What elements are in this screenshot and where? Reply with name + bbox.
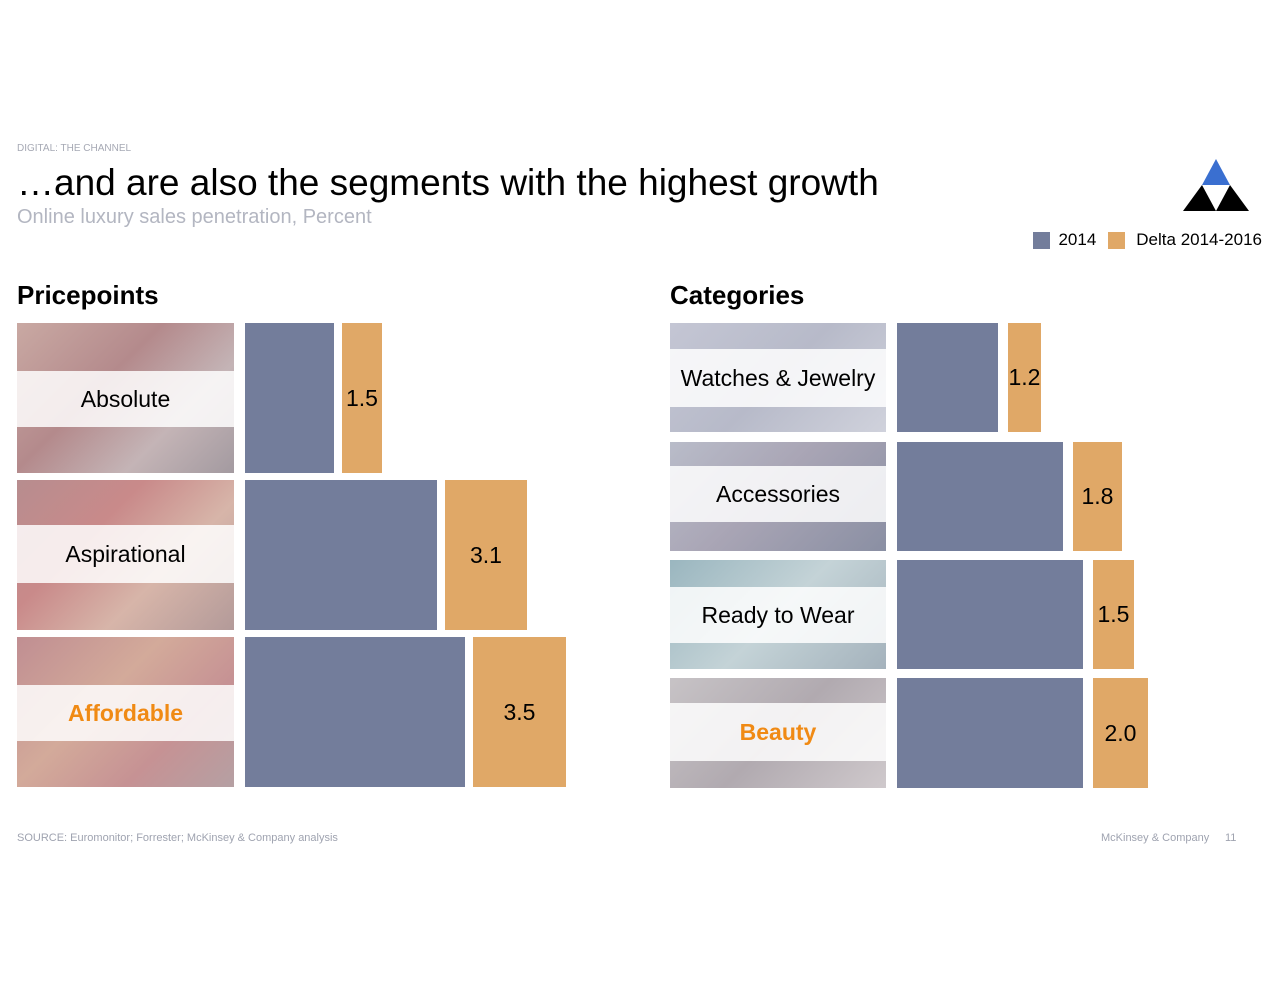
category-label-affordable: Affordable (17, 685, 234, 741)
bar-2014-absolute (245, 323, 334, 473)
chart-legend: 2014 Delta 2014-2016 (1033, 230, 1262, 250)
data-label-delta-aspirational: 3.1 (470, 541, 502, 568)
category-label-watches-jewelry: Watches & Jewelry (670, 349, 886, 407)
bar-delta-ready-to-wear (1093, 560, 1134, 669)
source-note: SOURCE: Euromonitor; Forrester; McKinsey… (17, 832, 338, 844)
legend-swatch-delta (1108, 231, 1126, 249)
bar-delta-aspirational (445, 480, 527, 630)
category-label-beauty: Beauty (670, 703, 886, 761)
data-label-delta-affordable: 3.5 (503, 698, 536, 725)
category-label-ready-to-wear: Ready to Wear (670, 587, 886, 643)
company-name: McKinsey & Company (1101, 832, 1210, 844)
pricepoints-panel-title: Pricepoints (17, 280, 159, 310)
page-title: …and are also the segments with the high… (17, 162, 879, 203)
category-image-accessories: Accessories (670, 442, 886, 551)
bar-delta-affordable (473, 637, 566, 787)
bar-2014-watches-jewelry (897, 323, 998, 432)
data-label-delta-accessories: 1.8 (1081, 483, 1114, 509)
page-subtitle: Online luxury sales penetration, Percent (17, 206, 372, 228)
categories-panel-title: Categories (670, 280, 805, 310)
category-image-aspirational: Aspirational (17, 480, 234, 630)
legend-label-2014: 2014 (1058, 230, 1097, 249)
legend-swatch-2014 (1033, 231, 1051, 249)
data-label-delta-watches-jewelry: 1.2 (1008, 364, 1041, 390)
category-image-beauty: Beauty (670, 678, 886, 788)
bar-delta-beauty (1093, 678, 1148, 788)
bar-2014-affordable (245, 637, 465, 787)
category-image-affordable: Affordable (17, 637, 234, 787)
section-tracker: DIGITAL: THE CHANNEL (17, 143, 132, 154)
legend-item-delta: Delta 2014-2016 (1108, 230, 1262, 250)
category-label-aspirational: Aspirational (17, 525, 234, 583)
legend-label-delta: Delta 2014-2016 (1136, 230, 1262, 249)
page-number: 11 (1225, 832, 1237, 844)
bar-2014-aspirational (245, 480, 437, 630)
bar-2014-ready-to-wear (897, 560, 1083, 669)
category-image-ready-to-wear: Ready to Wear (670, 560, 886, 669)
data-label-delta-beauty: 2.0 (1104, 719, 1137, 746)
category-label-accessories: Accessories (670, 466, 886, 522)
bar-delta-accessories (1073, 442, 1122, 551)
category-image-absolute: Absolute (17, 323, 234, 473)
bar-2014-accessories (897, 442, 1063, 551)
bar-2014-beauty (897, 678, 1083, 788)
bar-delta-absolute (342, 323, 382, 473)
data-label-delta-ready-to-wear: 1.5 (1097, 601, 1130, 627)
bar-delta-watches-jewelry (1008, 323, 1041, 432)
category-image-watches-jewelry: Watches & Jewelry (670, 323, 886, 432)
category-label-absolute: Absolute (17, 371, 234, 427)
legend-item-2014: 2014 (1033, 230, 1096, 250)
company-logo-icon (1183, 159, 1249, 211)
data-label-delta-absolute: 1.5 (346, 384, 378, 411)
